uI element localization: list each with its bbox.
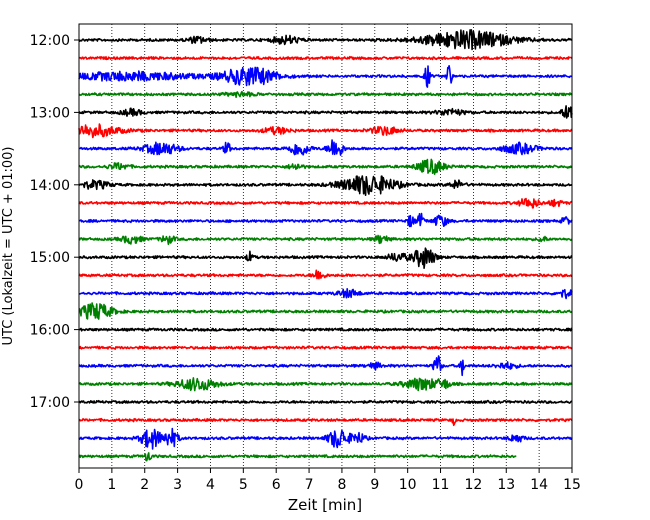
- x-tick-label: 5: [239, 477, 248, 493]
- trace-1200: [78, 29, 573, 51]
- x-tick-layer: 0 1 2 3 4 5 6 7 8 9 10 11 12 13 14 15: [75, 468, 581, 493]
- trace-1330: [78, 139, 573, 156]
- x-tick-label: 15: [563, 477, 581, 493]
- trace-1745: [78, 452, 517, 462]
- trace-1515: [78, 269, 573, 280]
- trace-1545: [78, 302, 573, 320]
- x-tick-label: 9: [370, 477, 379, 493]
- trace-1245: [78, 90, 573, 98]
- x-tick-label: 4: [206, 477, 215, 493]
- x-tick-label: 0: [75, 477, 84, 493]
- y-axis-label: UTC (Lokalzeit = UTC + 01:00): [1, 147, 16, 346]
- trace-1215: [78, 55, 573, 61]
- trace-1430: [78, 212, 573, 228]
- x-tick-label: 3: [173, 477, 182, 493]
- trace-1415: [78, 197, 573, 209]
- x-tick-label: 2: [140, 477, 149, 493]
- trace-1645: [78, 377, 573, 392]
- y-tick-label: 15:00: [30, 250, 70, 266]
- y-tick-label: 13:00: [30, 105, 70, 121]
- x-tick-label: 8: [337, 477, 346, 493]
- x-tick-label: 10: [399, 477, 417, 493]
- trace-1345: [78, 158, 573, 175]
- y-tick-label: 16:00: [30, 323, 70, 339]
- trace-1530: [78, 287, 573, 300]
- trace-1730: [78, 427, 573, 450]
- trace-layer: [78, 29, 573, 462]
- x-tick-label: 11: [432, 477, 450, 493]
- plot-background: [79, 24, 572, 468]
- x-tick-label: 14: [530, 477, 548, 493]
- trace-1500: [78, 247, 573, 270]
- x-tick-label: 1: [107, 477, 116, 493]
- y-tick-label: 12:00: [30, 33, 70, 49]
- trace-1315: [78, 123, 573, 139]
- x-tick-label: 13: [497, 477, 515, 493]
- y-tick-label: 14:00: [30, 178, 70, 194]
- grid-layer: [111, 24, 540, 468]
- x-tick-label: 12: [464, 477, 482, 493]
- y-tick-layer: 12:00 13:00 14:00 15:00 16:00 17:00: [30, 33, 79, 411]
- x-tick-label: 6: [272, 477, 281, 493]
- trace-1600: [78, 327, 573, 332]
- x-tick-label: 7: [305, 477, 314, 493]
- trace-1630: [78, 355, 573, 377]
- trace-1230: [78, 65, 573, 88]
- y-tick-label: 17:00: [30, 395, 70, 411]
- trace-1400: [78, 175, 573, 196]
- trace-1715: [78, 417, 573, 427]
- trace-1445: [78, 234, 573, 246]
- plot-frame: [78, 23, 573, 469]
- trace-1700: [78, 399, 573, 405]
- trace-1300: [78, 105, 573, 119]
- x-axis-label: Zeit [min]: [288, 496, 362, 514]
- trace-1615: [78, 345, 573, 350]
